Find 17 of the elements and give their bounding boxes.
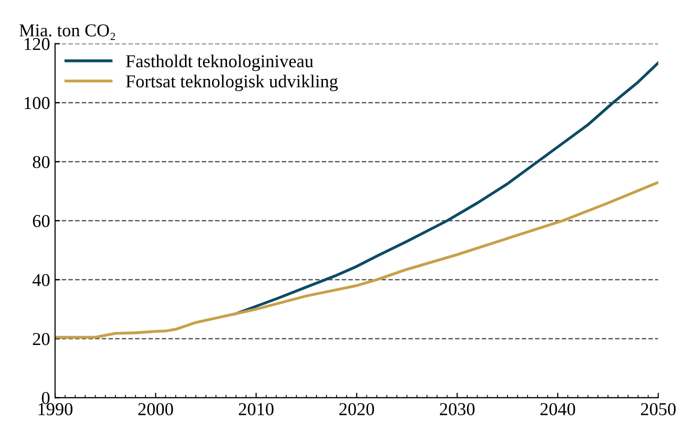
x-tick-label: 2000: [138, 403, 173, 416]
line-series: [55, 180, 658, 339]
x-tick-label: 2050: [640, 403, 676, 416]
x-tick-label: 2010: [238, 403, 274, 416]
x-tick-label: 2020: [339, 403, 374, 416]
y-tick-label: 0: [42, 392, 50, 404]
legend-label: Fortsat teknologisk udvikling: [126, 74, 338, 92]
x-tick-label: 2030: [440, 403, 475, 416]
x-tick-label: 2040: [540, 403, 576, 416]
y-tick-label: 80: [32, 156, 50, 168]
y-tick-label: 120: [24, 38, 50, 50]
x-tick-label: 1990: [38, 403, 72, 416]
y-tick-label: 100: [24, 96, 50, 110]
y-tick-label: 60: [32, 214, 50, 228]
legend-label: Fastholdt teknologiniveau: [126, 54, 314, 72]
y-tick-label: 20: [32, 332, 50, 346]
y-tick-label: 40: [32, 274, 50, 286]
